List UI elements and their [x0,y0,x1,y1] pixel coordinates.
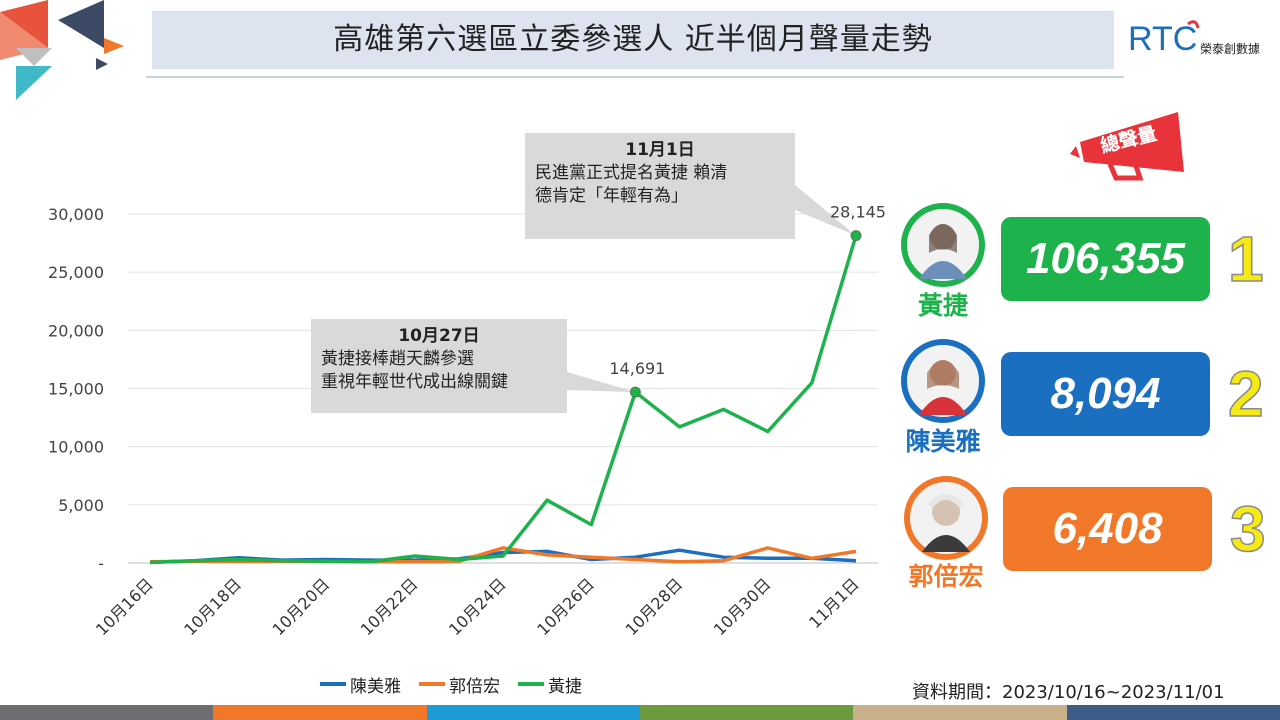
strip-segment [213,705,427,720]
source-note: 資料期間：2023/10/16~2023/11/01 [912,682,1225,703]
data-point-marker [850,230,862,242]
y-tick-label: - [98,554,104,573]
title-bar [152,11,1114,69]
avatar-rank-3 [904,476,988,560]
data-label: 28,145 [830,203,886,222]
y-tick-label: 15,000 [48,380,104,399]
y-tick-label: 10,000 [48,438,104,457]
x-tick-label: 11月1日 [805,574,863,632]
rank-1-name: 黃捷 [917,291,968,320]
data-label: 14,691 [609,359,665,378]
megaphone-icon: 總聲量 [1070,112,1184,181]
legend-item-kuo: 郭倍宏 [419,672,500,697]
avatar-rank-2 [901,339,985,423]
rank-3-total: 6,408 [1003,487,1212,571]
page-title: 高雄第六選區立委參選人 近半個月聲量走勢 [333,22,933,57]
title-divider [146,76,1124,78]
strip-segment [853,705,1067,720]
callout-nov1-date: 11月1日 [625,140,695,160]
chart-legend: 陳美雅 郭倍宏 黃捷 [320,672,582,697]
strip-segment [1066,705,1280,720]
y-tick-label: 30,000 [48,205,104,224]
callout-oct27-date: 10月27日 [398,326,480,346]
person-icon [919,224,967,279]
callout-oct27: 10月27日 黃捷接棒趙天麟參選 重視年輕世代成出線關鍵 [311,319,567,413]
legend-swatch [320,682,346,686]
legend-label: 郭倍宏 [449,676,500,697]
rank-1-number: 1 [1227,222,1264,296]
x-tick-label: 10月22日 [357,574,422,639]
y-tick-label: 20,000 [48,321,104,340]
bottom-color-strip [0,705,1280,720]
callout-pointer-nov1 [795,185,856,236]
person-icon [922,494,970,552]
strip-segment [0,705,214,720]
callout-oct27-line1: 黃捷接棒趙天麟參選 [321,349,474,369]
callout-pointer-oct27 [567,372,636,393]
y-tick-label: 5,000 [58,496,104,515]
x-tick-label: 10月26日 [533,574,598,639]
rank-2-number: 2 [1227,357,1264,431]
callout-nov1-line1: 民進黨正式提名黃捷 賴清 [535,163,728,183]
rank-2-total: 8,094 [1001,352,1210,436]
y-tick-label: 25,000 [48,263,104,282]
legend-label: 陳美雅 [350,676,401,697]
series-line-黃捷 [149,235,858,565]
strip-segment [639,705,854,720]
x-tick-label: 10月28日 [621,574,686,639]
legend-item-huang: 黃捷 [518,672,582,697]
legend-swatch [419,682,445,686]
x-tick-label: 10月16日 [92,574,157,639]
data-point-marker [629,386,641,398]
brand-logo-text: RTC [1128,20,1197,58]
x-tick-label: 10月24日 [445,574,510,639]
rank-2-name: 陳美雅 [905,427,981,456]
callout-nov1: 11月1日 民進黨正式提名黃捷 賴清 德肯定「年輕有為」 [525,133,795,239]
brand-logo: RTC [1128,20,1200,58]
person-icon [919,360,967,415]
legend-swatch [518,682,544,686]
legend-item-chen: 陳美雅 [320,672,401,697]
x-tick-label: 10月18日 [180,574,245,639]
callout-oct27-line2: 重視年輕世代成出線關鍵 [321,372,508,392]
rank-3-number: 3 [1229,492,1266,566]
callout-nov1-line2: 德肯定「年輕有為」 [535,186,688,206]
x-tick-label: 10月30日 [710,574,775,639]
brand-name: 榮泰創數據 [1200,42,1261,56]
x-tick-label: 10月20日 [268,574,333,639]
legend-label: 黃捷 [548,676,582,697]
avatar-rank-1 [901,203,985,287]
rank-3-name: 郭倍宏 [908,562,984,591]
corner-decoration [0,0,124,100]
strip-segment [426,705,640,720]
rank-1-total: 106,355 [1001,217,1210,301]
